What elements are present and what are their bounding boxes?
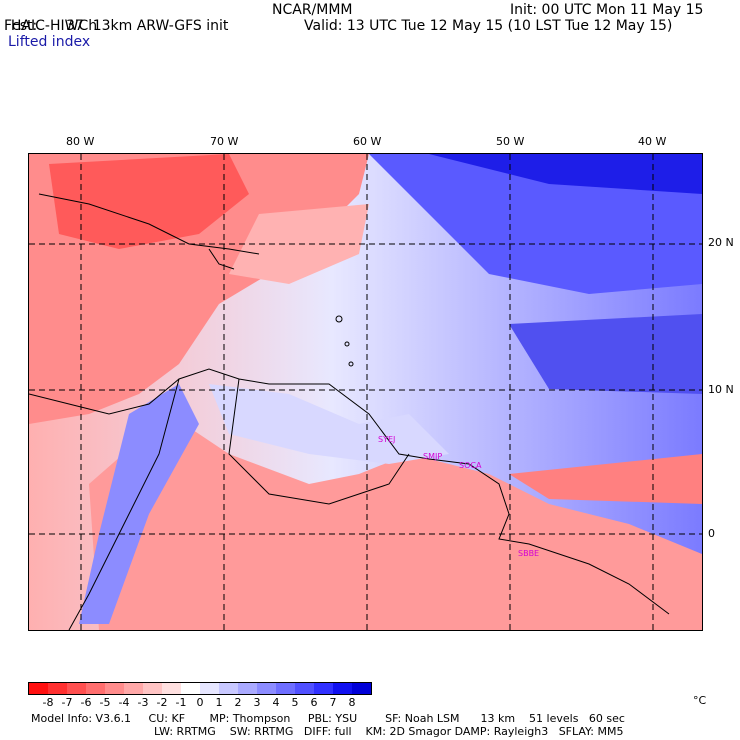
field-strong-unstable xyxy=(49,154,249,249)
footer-model-info: Model Info: V3.6.1 CU: KF MP: Thompson P… xyxy=(31,712,625,725)
lon-label-80w: 80 W xyxy=(66,135,95,148)
colorbar-tick-label: -1 xyxy=(175,696,187,709)
lon-label-40w: 40 W xyxy=(638,135,667,148)
colorbar-tick-label: -3 xyxy=(137,696,149,709)
lifted-index-map xyxy=(29,154,702,630)
coastlines xyxy=(29,193,670,630)
model-title-text: HAIC-HIWC 13km ARW-GFS init xyxy=(10,18,229,34)
colorbar-swatch xyxy=(143,683,162,694)
colorbar-swatch xyxy=(219,683,238,694)
lat-label-10n: 10 N xyxy=(708,383,734,396)
station-syej: SYEJ xyxy=(378,435,396,444)
field-itcz-red xyxy=(509,454,702,504)
colorbar-swatch xyxy=(29,683,48,694)
station-smjp: SMJP xyxy=(423,452,443,461)
colorbar-unit: °C xyxy=(693,694,707,707)
colorbar-swatch xyxy=(181,683,200,694)
colorbar-tick-label: 6 xyxy=(310,696,318,709)
field-very-stable xyxy=(429,154,702,194)
colorbar-swatch xyxy=(48,683,67,694)
colorbar-swatch xyxy=(67,683,86,694)
station-soca: SOCA xyxy=(459,461,482,470)
colorbar-swatch xyxy=(295,683,314,694)
org-label: NCAR/MMM xyxy=(272,2,353,18)
field-central-light xyxy=(209,384,449,464)
colorbar-swatch xyxy=(200,683,219,694)
colorbar-tick-label: -5 xyxy=(99,696,111,709)
colorbar-swatch xyxy=(238,683,257,694)
colorbar-tick-label: 3 xyxy=(253,696,261,709)
lat-lon-grid xyxy=(29,154,702,630)
colorbar-tick-label: 4 xyxy=(272,696,280,709)
lon-label-60w: 60 W xyxy=(353,135,382,148)
colorbar-tick-label: -8 xyxy=(42,696,54,709)
lat-label-0: 0 xyxy=(708,527,715,540)
fcst-label: Fcst: xyxy=(4,18,38,34)
colorbar-tick-label: -7 xyxy=(61,696,73,709)
colorbar-tick-label: 1 xyxy=(215,696,223,709)
field-stable-band xyxy=(509,314,702,394)
fcst-value: 37 h xyxy=(66,18,98,34)
colorbar-tick-label: -2 xyxy=(156,696,168,709)
colorbar-swatch xyxy=(162,683,181,694)
model-title: HAIC-HIWC 13km ARW-GFS init xyxy=(2,2,229,34)
colorbar-tick-label: 0 xyxy=(196,696,204,709)
init-time: Init: 00 UTC Mon 11 May 15 xyxy=(510,2,704,18)
station-sbbe: SBBE xyxy=(518,549,540,558)
colorbar-swatch xyxy=(86,683,105,694)
field-south-america xyxy=(89,414,702,630)
lat-label-20n: 20 N xyxy=(708,236,734,249)
valid-time: Valid: 13 UTC Tue 12 May 15 (10 LST Tue … xyxy=(304,18,673,34)
colorbar-swatch xyxy=(257,683,276,694)
footer-physics-info: LW: RRTMG SW: RRTMG DIFF: full KM: 2D Sm… xyxy=(154,725,624,738)
colorbar-tick-label: 5 xyxy=(291,696,299,709)
colorbar-swatch xyxy=(333,683,352,694)
lon-label-50w: 50 W xyxy=(496,135,525,148)
colorbar-tick-label: 7 xyxy=(329,696,337,709)
field-name: Lifted index xyxy=(8,34,91,50)
colorbar-tick-label: -6 xyxy=(80,696,92,709)
colorbar-swatch xyxy=(314,683,333,694)
colorbar-tick-label: 8 xyxy=(348,696,356,709)
map-panel: SYEJ SMJP SOCA SBBE xyxy=(28,153,703,631)
colorbar xyxy=(28,682,372,695)
field-stable-ne xyxy=(369,154,702,294)
colorbar-swatch xyxy=(124,683,143,694)
colorbar-tick-label: 2 xyxy=(234,696,242,709)
colorbar-swatch xyxy=(352,683,371,694)
lon-label-70w: 70 W xyxy=(210,135,239,148)
field-andes-stable xyxy=(79,384,199,624)
colorbar-swatch xyxy=(105,683,124,694)
colorbar-swatch xyxy=(276,683,295,694)
colorbar-tick-label: -4 xyxy=(118,696,130,709)
